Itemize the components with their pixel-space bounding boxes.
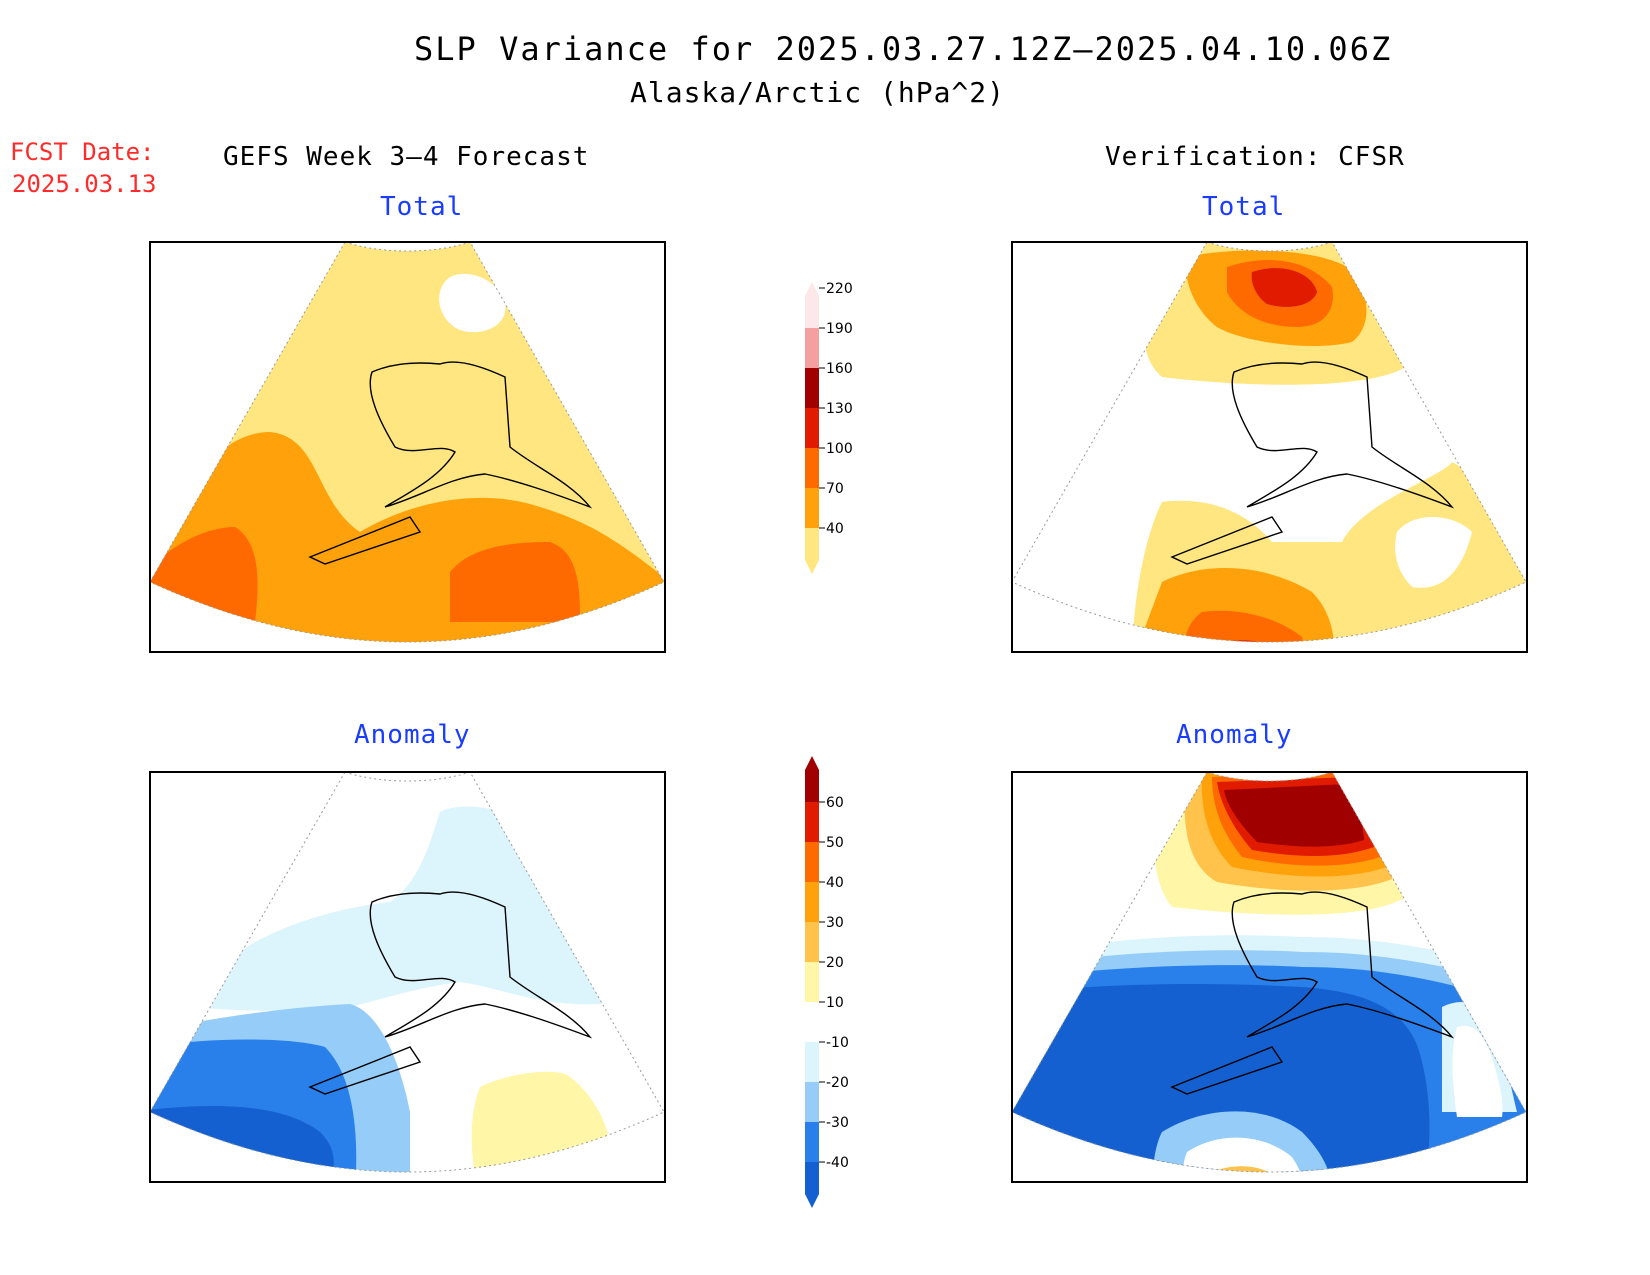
colorbar-tick-label: -20	[826, 1075, 849, 1091]
colorbar-tick-label: 130	[826, 401, 853, 417]
total-gap-white	[439, 273, 506, 333]
colorbar-segment	[805, 1042, 819, 1082]
colorbar-segment	[805, 1122, 819, 1162]
colorbar-tick-label: 220	[826, 281, 853, 297]
map-frame	[149, 771, 666, 1183]
colorbar-tick-label: 50	[826, 835, 844, 851]
colorbar-tick-label: -40	[826, 1155, 849, 1171]
alaska-coastline	[308, 361, 593, 565]
panel-title-verification-total: Total	[1202, 192, 1286, 222]
colorbar-segment	[805, 1002, 819, 1042]
colorbar-total: 40 70 100 130 160 190 220	[805, 281, 853, 574]
colorbar-segment	[805, 882, 819, 922]
alaska-coastline	[308, 891, 593, 1095]
total-fill-100-east	[450, 542, 580, 622]
colorbar-tick-label: -30	[826, 1115, 849, 1131]
colorbar-tick-label: 40	[826, 521, 844, 537]
map-frame	[1011, 241, 1528, 653]
colorbar-tick-label: 100	[826, 441, 853, 457]
colorbar-segment	[805, 962, 819, 1002]
panel-title-forecast-total: Total	[380, 192, 464, 222]
anom-fill-pos60	[1224, 784, 1364, 847]
map-frame	[1011, 771, 1528, 1183]
colorbar-tick-label: 70	[826, 481, 844, 497]
colorbar-tick-label: 60	[826, 795, 844, 811]
colorbar-tick-label: 20	[826, 955, 844, 971]
map-frame	[149, 241, 666, 653]
fcst-date-value: 2025.03.13	[12, 170, 157, 198]
colorbar-tick-label: 190	[826, 321, 853, 337]
left-column-title: GEFS Week 3–4 Forecast	[223, 142, 590, 172]
colorbar-segment	[805, 842, 819, 882]
colorbar-segment	[805, 408, 819, 448]
total-gap-white-east	[1395, 517, 1472, 588]
fcst-date-label: FCST Date:	[10, 138, 155, 166]
map-forecast-anomaly	[149, 771, 666, 1183]
colorbar-tick-label: 10	[826, 995, 844, 1011]
figure-title: SLP Variance for 2025.03.27.12Z–2025.04.…	[414, 30, 1393, 68]
colorbar-segment	[805, 1162, 819, 1208]
colorbar-tick-label: 40	[826, 875, 844, 891]
anom-fill-neutral-south	[1182, 1137, 1303, 1172]
panel-title-forecast-anomaly: Anomaly	[354, 720, 471, 750]
anom-fill-neutral-east	[1452, 1025, 1503, 1117]
anom-fill-neg40	[1012, 984, 1430, 1172]
total-fill-130-north	[1251, 268, 1317, 307]
colorbar-segment	[805, 328, 819, 368]
colorbar-segment	[805, 922, 819, 962]
colorbar-segment	[805, 1082, 819, 1122]
total-fill-100-south	[1182, 610, 1307, 642]
colorbar-segment	[805, 282, 819, 328]
map-forecast-total	[149, 241, 666, 653]
colorbar-segment	[805, 368, 819, 408]
anom-fill-neg10	[190, 806, 620, 1011]
alaska-coastline	[1170, 891, 1455, 1095]
colorbar-anomaly: -40 -30 -20 -10 10 20 30 40 50 60	[805, 756, 849, 1208]
colorbar-segment	[805, 756, 819, 802]
map-verification-anomaly	[1011, 771, 1528, 1183]
right-column-title: Verification: CFSR	[1105, 142, 1405, 172]
colorbar-segment	[805, 802, 819, 842]
colorbar-segment	[805, 528, 819, 574]
colorbar-segment	[805, 448, 819, 488]
colorbar-tick-label: 160	[826, 361, 853, 377]
alaska-coastline	[1170, 361, 1455, 565]
panel-title-verification-anomaly: Anomaly	[1176, 720, 1293, 750]
map-verification-total	[1011, 241, 1528, 653]
figure-subtitle: Alaska/Arctic (hPa^2)	[630, 76, 1006, 109]
colorbar-segment	[805, 488, 819, 528]
colorbar-tick-label: 30	[826, 915, 844, 931]
colorbar-tick-label: -10	[826, 1035, 849, 1051]
